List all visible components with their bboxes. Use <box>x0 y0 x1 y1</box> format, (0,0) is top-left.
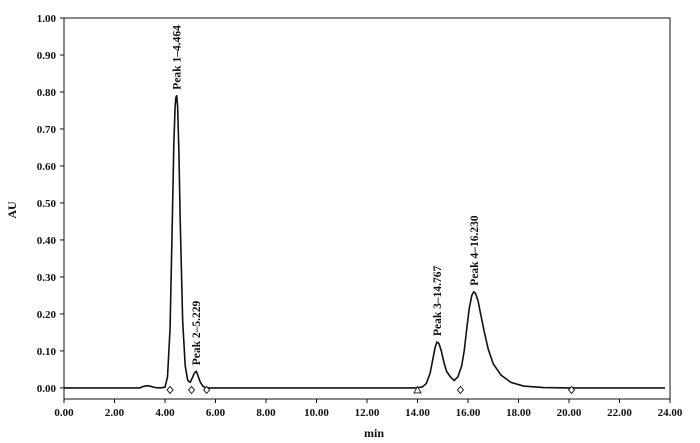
chromatogram-trace <box>64 94 665 389</box>
x-tick-label: 4.00 <box>155 407 175 419</box>
x-axis-title: min <box>364 426 384 440</box>
peak-label: Peak 3–14.767 <box>432 265 444 336</box>
y-tick-label: 0.60 <box>37 161 57 173</box>
baseline-marker-diamond <box>456 385 465 395</box>
y-tick-label: 0.30 <box>37 272 57 284</box>
peak-labels: Peak 1–4.464 Peak 2–5.229 Peak 3–14.767 Pea… <box>172 25 481 365</box>
x-tick-label: 22.00 <box>607 407 632 419</box>
peak-label: Peak 4–16.230 <box>469 215 481 286</box>
baseline-marker-triangle <box>413 385 422 394</box>
x-tick-label: 10.00 <box>304 407 329 419</box>
plot-area <box>63 17 671 400</box>
plot-border <box>63 17 671 400</box>
x-tick-label: 6.00 <box>206 407 226 419</box>
y-tick-label: 0.70 <box>37 124 57 136</box>
y-axis-title: AU <box>5 201 19 219</box>
peak-label: Peak 2–5.229 <box>191 301 203 366</box>
x-tick-label: 0.00 <box>54 407 74 419</box>
x-tick-label: 8.00 <box>256 407 276 419</box>
y-tick-label: 0.10 <box>37 346 57 358</box>
baseline-markers <box>166 385 576 395</box>
axis-ticks: 0.00 2.00 4.00 6.00 8.00 10.00 12.00 14.00 16.00… <box>37 13 683 419</box>
trace-layer <box>64 94 665 389</box>
y-tick-label: 1.00 <box>37 13 57 25</box>
peak-label: Peak 1–4.464 <box>172 25 184 90</box>
x-tick-label: 20.00 <box>557 407 582 419</box>
y-tick-label: 0.80 <box>37 87 57 99</box>
x-tick-label: 16.00 <box>456 407 481 419</box>
x-tick-label: 2.00 <box>105 407 125 419</box>
y-tick-label: 0.50 <box>37 198 57 210</box>
baseline-marker-diamond <box>166 385 174 395</box>
x-tick-label: 14.00 <box>405 407 430 419</box>
x-tick-label: 24.00 <box>658 407 683 419</box>
x-tick-label: 12.00 <box>355 407 380 419</box>
baseline-marker-diamond <box>187 385 196 395</box>
y-tick-label: 0.20 <box>37 309 57 321</box>
x-tick-label: 18.00 <box>506 407 531 419</box>
y-tick-label: 0.40 <box>37 235 57 247</box>
y-tick-label: 0.90 <box>37 50 57 62</box>
baseline-marker-diamond <box>567 385 576 395</box>
baseline-marker-diamond <box>203 385 211 395</box>
y-tick-label: 0.00 <box>37 383 57 395</box>
